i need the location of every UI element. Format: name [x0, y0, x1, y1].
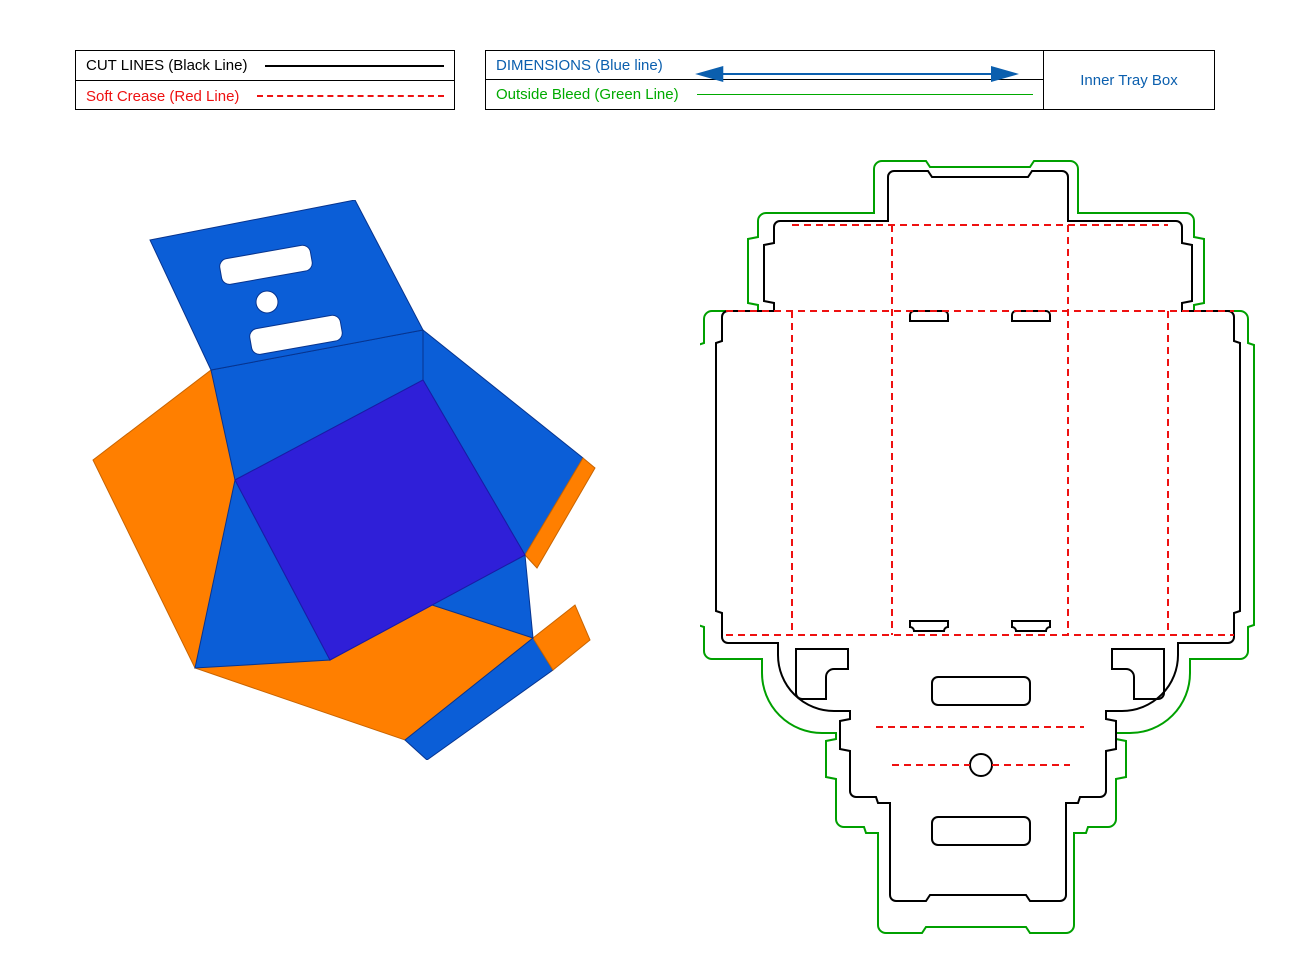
legend-bleed-label: Outside Bleed (Green Line) [496, 86, 679, 103]
legend-title: Inner Tray Box [1080, 72, 1178, 89]
dieline-notches-top [910, 311, 1050, 321]
legend-cutlines-sample [265, 65, 444, 67]
legend-row-cutlines: CUT LINES (Black Line) [76, 51, 454, 81]
legend-left: CUT LINES (Black Line) Soft Crease (Red … [75, 50, 455, 110]
box-3d-render [55, 200, 635, 760]
legend-crease-label: Soft Crease (Red Line) [86, 88, 239, 105]
render-lid-hole [256, 291, 278, 313]
legend-row-crease: Soft Crease (Red Line) [76, 81, 454, 111]
legend-dimensions-label: DIMENSIONS (Blue line) [496, 57, 663, 74]
dieline-cut [716, 171, 1240, 901]
legend-row-bleed: Outside Bleed (Green Line) [486, 80, 1044, 109]
dieline-creases [726, 225, 1234, 765]
dieline-template [700, 155, 1260, 935]
legend-right: DIMENSIONS (Blue line) [485, 50, 1215, 110]
legend-cutlines-label: CUT LINES (Black Line) [86, 57, 247, 74]
dieline-lower-cutouts [932, 677, 1030, 845]
dieline-lower-side-cuts [796, 649, 1164, 699]
legend-title-cell: Inner Tray Box [1044, 51, 1214, 109]
legend-bleed-sample [697, 94, 1033, 95]
legend-row-dimensions: DIMENSIONS (Blue line) [486, 51, 1044, 80]
dieline-notches-bottom [910, 621, 1050, 631]
legend-crease-sample [257, 95, 444, 97]
